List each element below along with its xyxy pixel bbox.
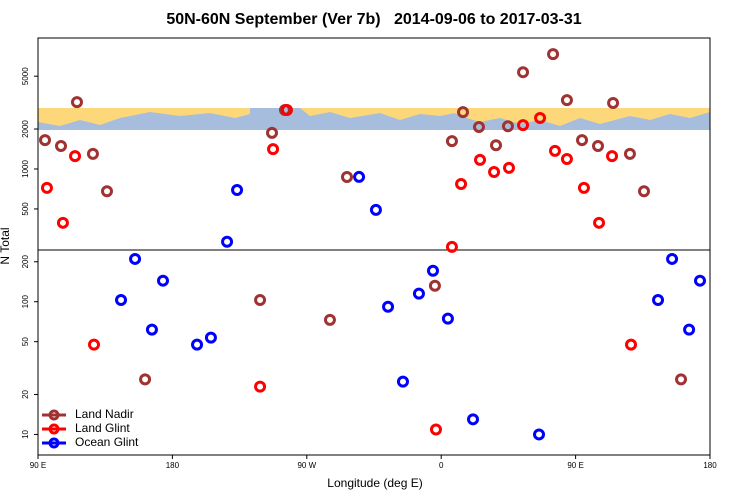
data-point [139,373,152,386]
data-point [606,150,619,163]
y-tick-label: 10 [21,429,30,438]
data-point [426,264,439,277]
data-point [548,144,561,157]
data-point [666,252,679,265]
y-tick-label: 50 [21,337,30,346]
data-point [693,274,706,287]
data-point [625,338,638,351]
data-point [547,48,560,61]
data-point [576,134,589,147]
legend-marker [48,437,60,449]
data-point [39,134,52,147]
data-point [517,66,530,79]
x-tick-label: 90 W [297,461,316,470]
map-band [38,108,710,130]
data-point [382,300,395,313]
x-tick-label: 180 [166,461,180,470]
map-land [300,108,460,120]
legend-label: Ocean Glint [75,435,139,449]
data-point [156,274,169,287]
data-point [517,119,530,132]
y-tick-label: 100 [21,294,30,308]
data-point [428,279,441,292]
data-point [592,139,604,152]
legend-marker [48,423,60,435]
data-point [369,203,382,216]
data-point [145,323,158,336]
data-point [445,135,458,148]
plot-frame [37,37,711,456]
x-tick-label: 180 [703,461,717,470]
data-point [675,373,688,386]
map-land [38,108,250,126]
data-point [501,120,514,133]
data-point [86,147,99,160]
x-axis-label: Longitude (deg E) [327,476,422,490]
data-point [441,312,454,325]
legend-label: Land Glint [75,421,130,435]
data-point [534,112,547,125]
data-point [652,294,665,307]
data-point [100,185,113,198]
data-point [474,153,487,166]
data-point [115,294,128,307]
y-axis-label: N Total [0,227,12,264]
legend-label: Land Nadir [75,407,134,421]
data-point [231,183,244,196]
data-point [267,143,280,156]
x-tick-label: 90 E [30,461,46,470]
data-point [40,181,53,194]
data-point [455,177,468,190]
y-tick-label: 20 [21,389,30,398]
legend-marker [48,409,60,421]
y-tick-label: 200 [21,255,30,269]
data-point [577,181,590,194]
data-point [70,96,83,109]
y-tick-label: 500 [21,202,30,216]
y-tick-label: 1000 [21,160,30,178]
data-point [54,139,67,152]
data-point [533,428,546,441]
data-point [623,147,636,160]
data-point [445,240,458,253]
data-point [88,338,100,351]
data-point [56,216,69,229]
data-point [254,294,267,307]
data-point [353,170,366,183]
data-point [490,139,503,152]
data-point [502,161,515,174]
map-land [445,108,710,126]
data-point [266,126,279,139]
data-point [472,121,485,134]
data-point [607,97,620,110]
data-point [191,338,204,351]
y-tick-label: 5000 [21,67,30,85]
data-point [560,152,573,165]
data-point [323,313,336,326]
data-point [204,331,217,344]
x-tick-label: 0 [439,461,444,470]
chart-title: 50N-60N September (Ver 7b) 2014-09-06 to… [166,11,581,28]
data-point [254,380,267,393]
data-point [683,323,696,336]
data-point [593,216,606,229]
data-point [488,165,501,178]
data-point [457,106,470,119]
data-point [221,235,234,248]
data-point [560,94,573,107]
data-point [396,375,409,388]
data-point [69,150,82,163]
data-point [637,185,650,198]
data-point [412,287,425,300]
data-point [129,252,142,265]
data-point [429,423,442,436]
data-point [467,413,480,426]
x-tick-label: 90 E [567,461,583,470]
y-tick-label: 2000 [21,120,30,138]
data-point [340,171,353,184]
data-point [280,104,293,117]
